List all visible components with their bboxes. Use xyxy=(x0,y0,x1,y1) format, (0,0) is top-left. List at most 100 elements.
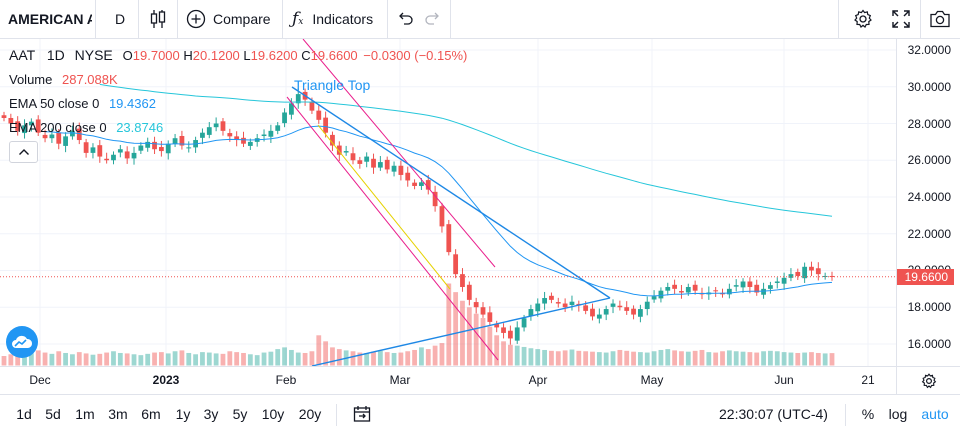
legend-ema200[interactable]: EMA 200 close 0 23.8746 xyxy=(9,120,163,135)
candle-body xyxy=(268,130,274,137)
tb-divider xyxy=(336,404,337,426)
range-button-1y[interactable]: 1y xyxy=(175,406,191,422)
volume-bar xyxy=(815,352,821,366)
candle-body xyxy=(480,307,486,315)
volume-bar xyxy=(610,351,616,366)
time-tick-label: Feb xyxy=(275,373,297,387)
volume-bar xyxy=(822,353,828,366)
candle-body xyxy=(603,309,609,315)
chart-type-button[interactable] xyxy=(146,0,170,38)
volume-bar xyxy=(165,353,171,366)
time-tick-label: Apr xyxy=(528,373,548,387)
candle-body xyxy=(425,180,431,190)
drawings[interactable] xyxy=(0,39,896,366)
grid xyxy=(0,39,896,366)
volume-bar xyxy=(364,352,370,366)
percent-toggle[interactable]: % xyxy=(861,406,875,422)
chart-pane[interactable]: AAT 1D NYSE O19.7000 H20.1200 L19.6200 C… xyxy=(0,39,896,366)
volume-bar xyxy=(384,352,390,366)
tradingview-logo[interactable] xyxy=(6,326,38,358)
collapse-legend-button[interactable] xyxy=(9,141,38,163)
price-axis[interactable]: 32.0000 30.0000 28.0000 26.0000 24.0000 22.00… xyxy=(896,39,960,366)
compare-button[interactable]: Compare xyxy=(186,0,271,38)
candle-body xyxy=(76,128,82,141)
toolbar-divider xyxy=(138,0,139,38)
range-button-20y[interactable]: 20y xyxy=(298,406,322,422)
candle-body xyxy=(453,254,459,275)
volume-value: 287.088K xyxy=(62,72,118,87)
candle-body xyxy=(638,309,643,317)
volume-bar xyxy=(28,353,34,366)
high-key: H xyxy=(183,48,193,63)
candle-body xyxy=(555,302,561,304)
volume-bar xyxy=(241,352,246,366)
volume-bar xyxy=(679,351,684,366)
candle-body xyxy=(672,284,678,289)
range-button-5d[interactable]: 5d xyxy=(45,406,61,422)
candle-body xyxy=(234,136,240,141)
legend-timeframe: 1D xyxy=(46,47,65,63)
indicators-button[interactable]: ƒx Indicators xyxy=(292,0,373,38)
volume-bar xyxy=(473,313,479,366)
range-button-10y[interactable]: 10y xyxy=(261,406,285,422)
range-button-3m[interactable]: 3m xyxy=(108,406,128,422)
volume-bar xyxy=(685,351,691,366)
fullscreen-icon xyxy=(892,10,910,28)
last-price-label: 19.6600 xyxy=(897,268,954,285)
channel-lower-line xyxy=(286,96,499,361)
range-button-3y[interactable]: 3y xyxy=(203,406,219,422)
candle-body xyxy=(747,281,753,288)
redo-button[interactable] xyxy=(423,0,443,38)
function-icon: ƒx xyxy=(292,9,304,29)
volume-bar xyxy=(549,350,554,366)
scale-settings-button[interactable] xyxy=(896,366,960,395)
toolbar-divider xyxy=(387,0,388,38)
volume-bar xyxy=(651,351,657,366)
triangle-top-label[interactable]: Triangle Top xyxy=(294,77,371,93)
volume-bar xyxy=(487,326,493,366)
screenshot-button[interactable] xyxy=(929,0,951,38)
candle-body xyxy=(1,115,7,118)
log-toggle[interactable]: log xyxy=(888,406,908,422)
auto-toggle[interactable]: auto xyxy=(921,406,949,422)
candle-body xyxy=(460,274,465,288)
legend-ema50[interactable]: EMA 50 close 0 19.4362 xyxy=(9,96,156,111)
volume-bar xyxy=(336,349,342,366)
candle-body xyxy=(596,314,602,319)
legend-volume[interactable]: Volume 287.088K xyxy=(9,72,118,87)
candle-body xyxy=(83,142,89,153)
bottom-toolbar: 22:30:07 (UTC-4) % log auto 1d 5d 1m 3m 6m 1y… xyxy=(0,394,960,434)
candle-body xyxy=(535,303,541,312)
ema200-value: 23.8746 xyxy=(116,120,164,135)
volume-bar xyxy=(460,300,465,366)
candle-body xyxy=(788,274,794,278)
settings-button[interactable] xyxy=(852,0,874,38)
volume-bar xyxy=(720,351,725,366)
price-tick-label: 16.0000 xyxy=(907,336,951,351)
fullscreen-button[interactable] xyxy=(890,0,912,38)
candle-body xyxy=(371,158,376,168)
goto-date-button[interactable] xyxy=(353,405,371,428)
interval-button[interactable]: D xyxy=(114,11,126,27)
range-button-1d[interactable]: 1d xyxy=(16,406,32,422)
price-chart[interactable] xyxy=(0,39,896,366)
candle-body xyxy=(562,303,568,308)
candle-body xyxy=(220,121,226,131)
candle-body xyxy=(117,149,123,153)
undo-button[interactable] xyxy=(395,0,415,38)
time-axis[interactable]: Dec 2023 Feb Mar Apr May Jun 21 xyxy=(0,366,896,395)
volume-bar xyxy=(63,352,68,366)
close-value: 19.6600 xyxy=(310,48,358,63)
volume-bar xyxy=(754,352,760,366)
range-button-6m[interactable]: 6m xyxy=(141,406,161,422)
candle-body xyxy=(432,191,438,207)
candle-body xyxy=(692,284,698,291)
volume-bar xyxy=(357,352,363,366)
price-tick-label: 24.0000 xyxy=(907,189,951,204)
range-button-1m[interactable]: 1m xyxy=(75,406,95,422)
ema200-line xyxy=(99,83,833,217)
candle-body xyxy=(158,147,164,152)
symbol-search-button[interactable]: AMERICAN A xyxy=(8,11,92,27)
range-button-5y[interactable]: 5y xyxy=(232,406,248,422)
clock-timezone[interactable]: 22:30:07 (UTC-4) xyxy=(719,406,828,422)
